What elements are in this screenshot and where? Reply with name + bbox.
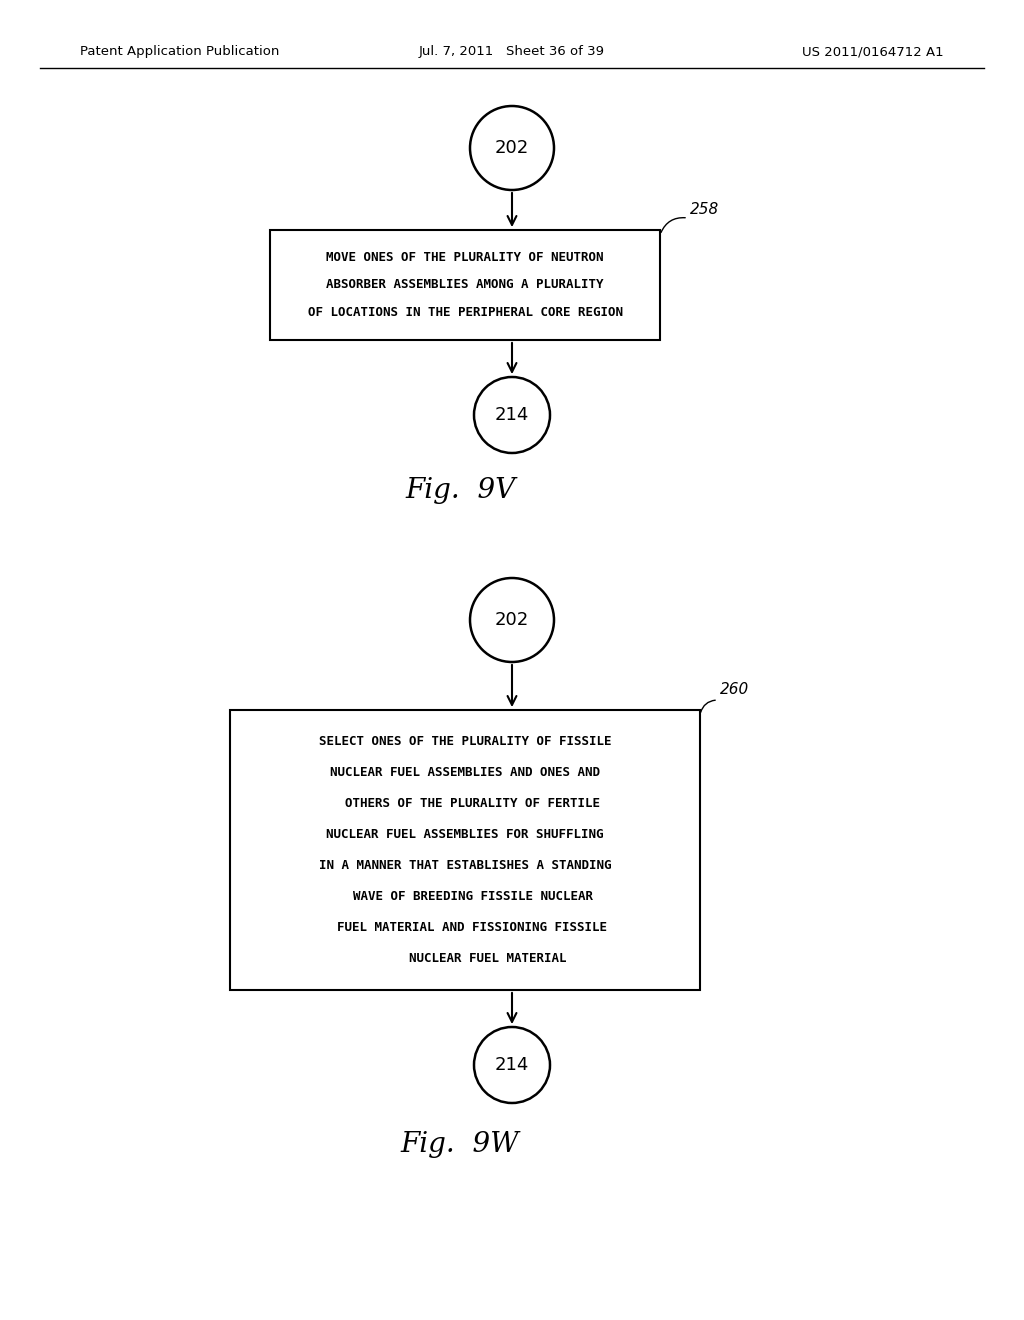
Text: ABSORBER ASSEMBLIES AMONG A PLURALITY: ABSORBER ASSEMBLIES AMONG A PLURALITY bbox=[327, 279, 604, 292]
Text: 214: 214 bbox=[495, 1056, 529, 1074]
Text: IN A MANNER THAT ESTABLISHES A STANDING: IN A MANNER THAT ESTABLISHES A STANDING bbox=[318, 859, 611, 873]
Text: Patent Application Publication: Patent Application Publication bbox=[80, 45, 280, 58]
Text: WAVE OF BREEDING FISSILE NUCLEAR: WAVE OF BREEDING FISSILE NUCLEAR bbox=[338, 890, 593, 903]
Text: FUEL MATERIAL AND FISSIONING FISSILE: FUEL MATERIAL AND FISSIONING FISSILE bbox=[323, 921, 607, 935]
Text: Fig.  9V: Fig. 9V bbox=[404, 477, 515, 503]
Bar bbox=[270, 230, 660, 341]
Text: OTHERS OF THE PLURALITY OF FERTILE: OTHERS OF THE PLURALITY OF FERTILE bbox=[330, 797, 600, 810]
Text: 214: 214 bbox=[495, 407, 529, 424]
Text: NUCLEAR FUEL ASSEMBLIES AND ONES AND: NUCLEAR FUEL ASSEMBLIES AND ONES AND bbox=[330, 766, 600, 779]
Text: 202: 202 bbox=[495, 139, 529, 157]
Text: 258: 258 bbox=[690, 202, 719, 218]
Text: 202: 202 bbox=[495, 611, 529, 630]
Text: US 2011/0164712 A1: US 2011/0164712 A1 bbox=[803, 45, 944, 58]
Text: NUCLEAR FUEL MATERIAL: NUCLEAR FUEL MATERIAL bbox=[364, 953, 566, 965]
Bar bbox=[230, 710, 700, 990]
Text: NUCLEAR FUEL ASSEMBLIES FOR SHUFFLING: NUCLEAR FUEL ASSEMBLIES FOR SHUFFLING bbox=[327, 828, 604, 841]
Text: OF LOCATIONS IN THE PERIPHERAL CORE REGION: OF LOCATIONS IN THE PERIPHERAL CORE REGI… bbox=[307, 306, 623, 319]
Text: 260: 260 bbox=[720, 682, 750, 697]
Text: Fig.  9W: Fig. 9W bbox=[400, 1131, 519, 1159]
Text: Jul. 7, 2011   Sheet 36 of 39: Jul. 7, 2011 Sheet 36 of 39 bbox=[419, 45, 605, 58]
Text: MOVE ONES OF THE PLURALITY OF NEUTRON: MOVE ONES OF THE PLURALITY OF NEUTRON bbox=[327, 251, 604, 264]
Text: SELECT ONES OF THE PLURALITY OF FISSILE: SELECT ONES OF THE PLURALITY OF FISSILE bbox=[318, 735, 611, 747]
